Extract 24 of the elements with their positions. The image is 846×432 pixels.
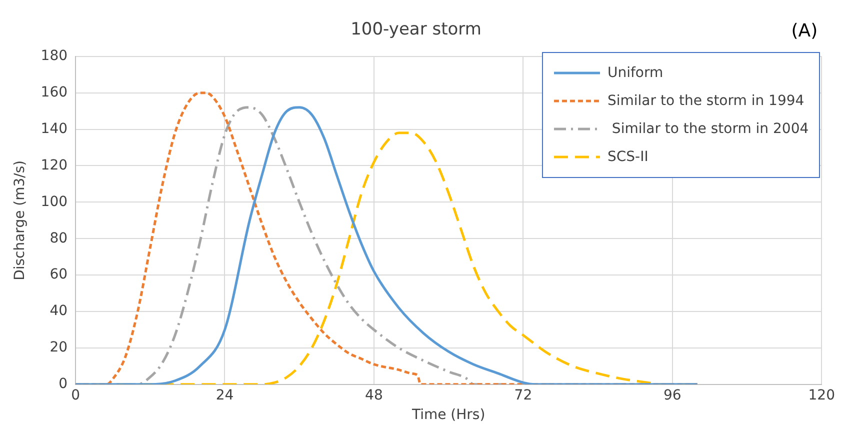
y-axis-title: Discharge (m3/s) [12,160,28,280]
x-tick-label: 24 [216,387,234,404]
y-tick-label: 140 [40,120,68,137]
y-tick-label: 60 [50,266,68,283]
x-tick-label: 120 [808,387,836,404]
x-tick-label: 48 [365,387,383,404]
y-tick-label: 40 [50,303,68,320]
x-tick-label: 96 [664,387,682,404]
y-tick-label: 0 [58,376,68,392]
y-tick-label: 80 [50,230,68,246]
legend-label: Similar to the storm in 2004 [610,121,809,138]
y-tick-label: 20 [50,340,68,356]
chart-title: 100-year storm [350,20,482,40]
text: (A) [791,20,818,42]
y-tick-label: 100 [40,194,68,210]
legend-label: SCS-II [607,149,648,166]
x-axis-title: Time (Hrs) [410,407,486,424]
legend-label: Uniform [607,65,664,82]
x-tick-label: 0 [71,387,80,404]
y-tick-label: 180 [40,48,68,64]
x-tick-label: 72 [514,387,532,404]
y-tick-label: 160 [40,84,68,100]
y-tick-label: 120 [40,157,68,174]
legend-label: Similar to the storm in 1994 [607,93,804,110]
